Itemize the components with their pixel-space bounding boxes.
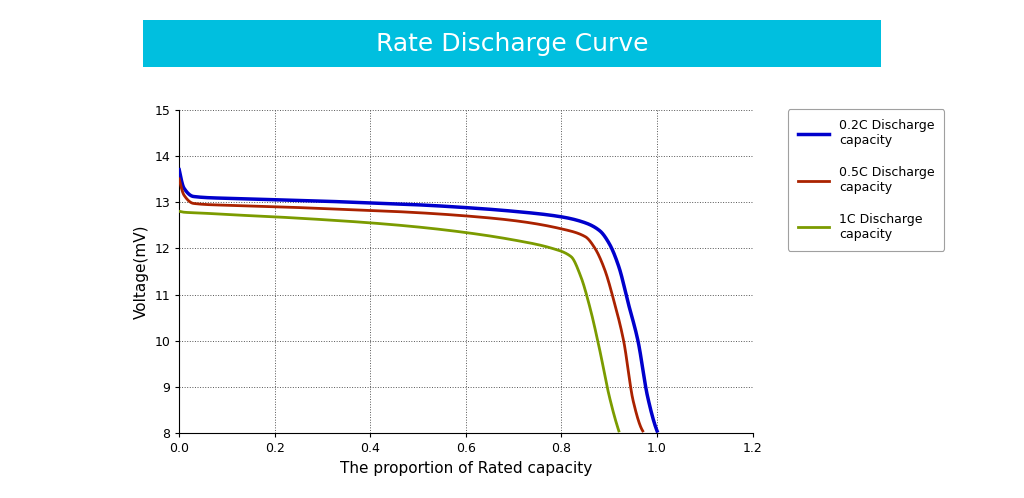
X-axis label: The proportion of Rated capacity: The proportion of Rated capacity — [340, 461, 592, 476]
Y-axis label: Voltage(mV): Voltage(mV) — [134, 224, 148, 319]
Legend: 0.2C Discharge
capacity, 0.5C Discharge
capacity, 1C Discharge
capacity: 0.2C Discharge capacity, 0.5C Discharge … — [787, 110, 944, 251]
Text: Rate Discharge Curve: Rate Discharge Curve — [376, 31, 648, 56]
